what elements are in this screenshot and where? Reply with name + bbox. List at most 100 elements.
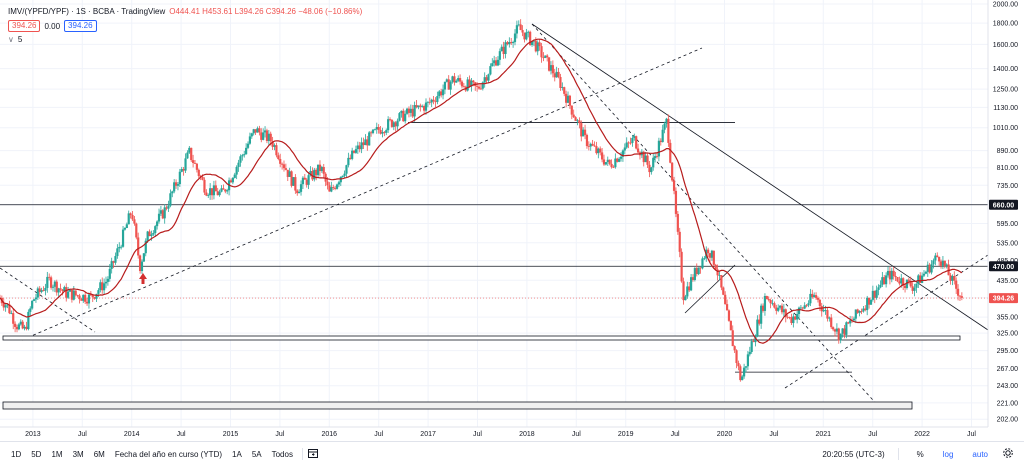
candle-body — [59, 288, 62, 290]
price-tick-label: 267.00 — [997, 366, 1019, 373]
candle-body — [38, 288, 41, 292]
symbol-title[interactable]: IMV/(YPFD/YPF) · 1S · BCBA · TradingView — [8, 7, 166, 16]
candle-body — [402, 110, 405, 122]
ask-price-badge[interactable]: 394.26 — [64, 20, 97, 32]
candle-body — [767, 299, 770, 301]
candle-body — [587, 146, 590, 147]
candle-body — [218, 191, 221, 196]
candle-body — [866, 297, 869, 311]
range-1m-button[interactable]: 1M — [51, 449, 63, 459]
candle-body — [379, 129, 382, 134]
candle-body — [114, 256, 117, 263]
candle-body — [462, 86, 465, 88]
candle-body — [292, 177, 295, 186]
candle-body — [718, 275, 721, 276]
range-6m-button[interactable]: 6M — [93, 449, 105, 459]
candle-body — [383, 132, 386, 133]
log-scale-toggle[interactable]: log — [942, 449, 954, 459]
candle-body — [449, 81, 452, 90]
candle-body — [701, 258, 704, 269]
candle-body — [559, 77, 562, 88]
candle-body — [271, 141, 274, 147]
candle-body — [481, 82, 484, 89]
percent-toggle[interactable]: % — [916, 449, 924, 459]
candle-body — [334, 187, 337, 189]
candle-body — [519, 24, 522, 31]
candle-body — [727, 310, 731, 321]
candle-body — [960, 296, 963, 298]
range-1d-button[interactable]: 1D — [11, 449, 22, 459]
candle-body — [337, 182, 341, 185]
candle-body — [847, 322, 850, 324]
range-3m-button[interactable]: 3M — [72, 449, 84, 459]
candle-body — [708, 253, 712, 258]
range-ytd-button[interactable]: Fecha del año en curso (YTD) — [114, 449, 223, 459]
candle-body — [27, 311, 30, 330]
gear-icon[interactable] — [1002, 447, 1014, 461]
candle-body — [890, 270, 893, 280]
candle-body — [106, 278, 109, 282]
candle-body — [443, 81, 447, 90]
candle-body — [763, 296, 767, 311]
candle-body — [21, 321, 24, 329]
candle-body — [547, 57, 551, 71]
candle-body — [703, 258, 706, 260]
candle-body — [174, 182, 178, 186]
candle-body — [296, 190, 299, 194]
candle-body — [311, 170, 314, 180]
trendline-dashed — [0, 267, 96, 333]
time-tick-label: 2014 — [124, 431, 140, 438]
candle-body — [195, 163, 198, 170]
price-tick-label: 295.00 — [997, 348, 1019, 355]
candle-body — [599, 148, 602, 153]
candle-body — [818, 299, 821, 307]
candle-body — [483, 77, 486, 83]
candle-body — [193, 162, 197, 164]
candle-body — [419, 105, 422, 107]
bottom-toolbar: 1D 5D 1M 3M 6M Fecha del año en curso (Y… — [0, 441, 1024, 466]
candle-body — [612, 167, 615, 168]
candle-body — [284, 168, 287, 170]
candle-body — [375, 127, 378, 130]
annotations — [139, 273, 147, 284]
price-label-text: 470.00 — [993, 264, 1015, 271]
candle-body — [436, 96, 439, 102]
goto-date-icon[interactable] — [307, 447, 319, 461]
candle-body — [663, 123, 666, 130]
candle-body — [254, 129, 257, 133]
candle-body — [555, 71, 558, 78]
range-5d-button[interactable]: 5D — [31, 449, 42, 459]
candle-body — [362, 142, 365, 146]
candle-body — [161, 210, 164, 219]
candle-body — [833, 329, 837, 332]
candle-body — [413, 105, 416, 117]
candle-body — [631, 137, 634, 143]
candle-body — [93, 297, 96, 299]
candle-body — [262, 132, 265, 140]
range-5y-button[interactable]: 5A — [251, 449, 262, 459]
time-tick-label: Jul — [671, 431, 680, 438]
candle-body — [407, 108, 411, 113]
range-all-button[interactable]: Todos — [271, 449, 293, 459]
candle-body — [527, 31, 530, 33]
candle-body — [10, 313, 13, 314]
chevron-down-icon[interactable]: ∨ — [8, 35, 14, 44]
candle-body — [396, 120, 399, 127]
candle-body — [563, 87, 566, 94]
candle-body — [943, 260, 946, 267]
candle-body — [695, 268, 698, 275]
candle-body — [80, 299, 83, 301]
candle-body — [536, 42, 539, 52]
auto-scale-toggle[interactable]: auto — [972, 449, 988, 459]
candle-body — [233, 174, 236, 178]
candle-body — [275, 145, 278, 156]
candle-body — [699, 267, 702, 269]
candle-body — [659, 140, 662, 143]
range-1y-button[interactable]: 1A — [232, 449, 242, 459]
candle-body — [680, 251, 683, 282]
bid-price-badge[interactable]: 394.26 — [8, 20, 41, 32]
candle-body — [572, 114, 575, 118]
candle-body — [697, 267, 700, 275]
candle-body — [87, 294, 91, 304]
